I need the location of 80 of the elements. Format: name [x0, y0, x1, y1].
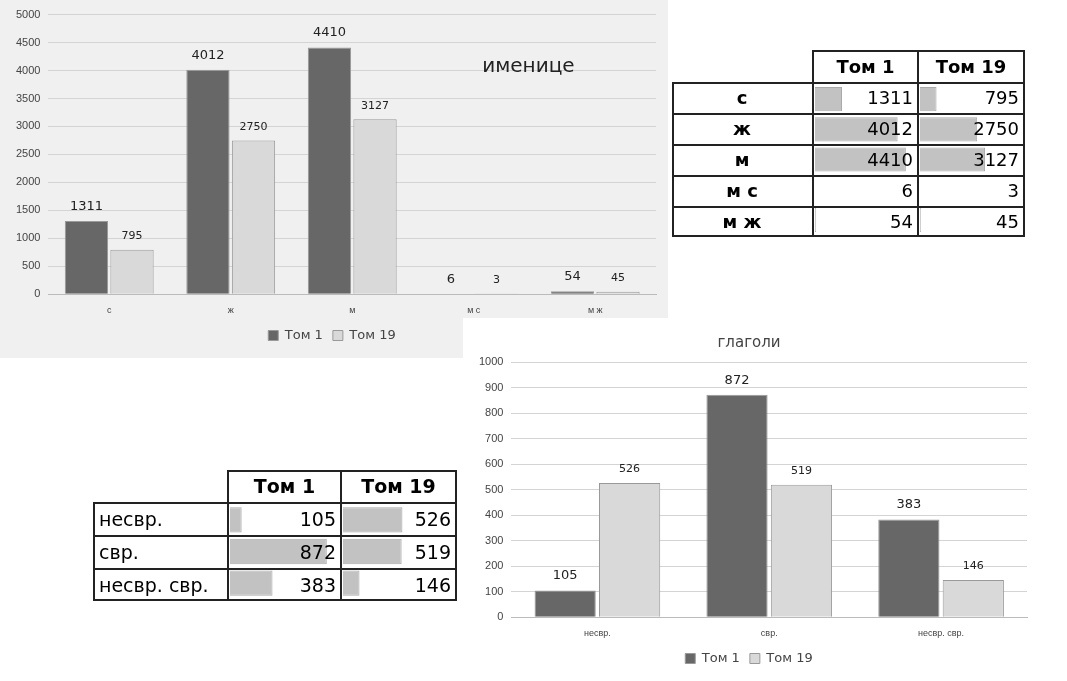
y-tick-label: 0: [34, 287, 41, 300]
y-tick-label: 500: [22, 259, 41, 272]
series-label: Том 19: [934, 54, 1008, 79]
data-label: 1311: [69, 197, 103, 213]
data-label: 2750: [239, 119, 268, 133]
series-label: Том 1: [252, 474, 317, 499]
data-label: 872: [724, 371, 750, 387]
data-label: 383: [896, 496, 922, 512]
y-tick-label: 2000: [15, 175, 41, 188]
data-label: 3127: [973, 149, 1019, 170]
x-tick-label: ж: [227, 305, 234, 316]
y-tick-label: 1000: [478, 355, 504, 368]
y-tick-label: м: [733, 148, 751, 172]
data-label: 146: [962, 559, 984, 573]
x-tick-label: м: [349, 305, 356, 316]
y-tick-label: 800: [485, 406, 504, 419]
y-tick-label: 500: [485, 482, 504, 495]
data-label: 54: [890, 211, 913, 232]
data-label: 3127: [361, 98, 390, 112]
series-label: Том 19: [360, 474, 437, 499]
y-tick-label: 5000: [15, 7, 41, 20]
x-tick-label: м ж: [587, 305, 603, 316]
x-tick-label: с: [106, 305, 112, 316]
data-label: 519: [790, 464, 812, 478]
y-tick-label: несвр.: [98, 506, 164, 532]
data-label: 146: [414, 573, 451, 596]
y-tick-label: 300: [485, 533, 504, 546]
y-tick-label: с: [735, 86, 749, 110]
y-tick-label: 600: [485, 457, 504, 470]
data-label: 6: [446, 270, 456, 286]
data-label: 4410: [867, 149, 913, 170]
x-tick-label: м с: [467, 305, 481, 316]
y-tick-label: ж: [732, 117, 752, 141]
data-label: 45: [611, 271, 626, 285]
legend-label: Том 1: [700, 649, 740, 665]
data-label: 872: [299, 540, 336, 563]
y-tick-label: 100: [485, 584, 504, 597]
data-label: 105: [552, 567, 578, 583]
data-label: 4012: [191, 46, 225, 62]
y-tick-label: 900: [485, 380, 504, 393]
y-tick-label: 1000: [15, 231, 41, 244]
data-label: 45: [996, 211, 1019, 232]
data-label: 519: [414, 540, 451, 563]
y-tick-label: м с: [725, 179, 759, 203]
x-tick-label: свр.: [760, 628, 778, 639]
data-label: 795: [984, 87, 1019, 108]
data-label: 795: [121, 229, 143, 243]
y-tick-label: 400: [485, 508, 504, 521]
legend-label: Том 1: [283, 326, 323, 342]
data-label: 526: [414, 507, 451, 530]
y-tick-label: 2500: [15, 147, 41, 160]
data-label: 526: [619, 462, 641, 476]
data-label: 383: [299, 573, 336, 596]
y-tick-label: 700: [485, 431, 504, 444]
data-label: 4012: [867, 118, 913, 139]
data-label: 2750: [973, 118, 1019, 139]
series-label: Том 1: [835, 54, 896, 79]
y-tick-label: м ж: [721, 210, 763, 234]
data-label: 6: [901, 180, 913, 201]
y-tick-label: 0: [497, 610, 504, 623]
x-tick-label: несвр. свр.: [918, 628, 965, 639]
data-label: 105: [299, 507, 336, 530]
legend-label: Том 19: [348, 326, 396, 342]
data-label: 1311: [867, 87, 913, 108]
y-tick-label: 4000: [15, 63, 41, 76]
legend-label: Том 19: [765, 649, 813, 665]
data-label: 3: [1007, 180, 1019, 201]
y-tick-label: 3000: [15, 119, 41, 132]
y-tick-label: 3500: [15, 91, 41, 104]
y-tick-label: несвр. свр.: [98, 572, 210, 598]
y-tick-label: 4500: [15, 35, 41, 48]
data-label: 3: [493, 273, 501, 287]
data-label: 54: [564, 268, 581, 284]
x-tick-label: несвр.: [584, 628, 611, 639]
y-tick-label: свр.: [98, 539, 140, 565]
chart-title: глаголи: [717, 332, 781, 351]
y-tick-label: 1500: [15, 203, 41, 216]
text: именице: [482, 52, 575, 77]
y-tick-label: 200: [485, 559, 504, 572]
data-label: 4410: [312, 24, 346, 40]
